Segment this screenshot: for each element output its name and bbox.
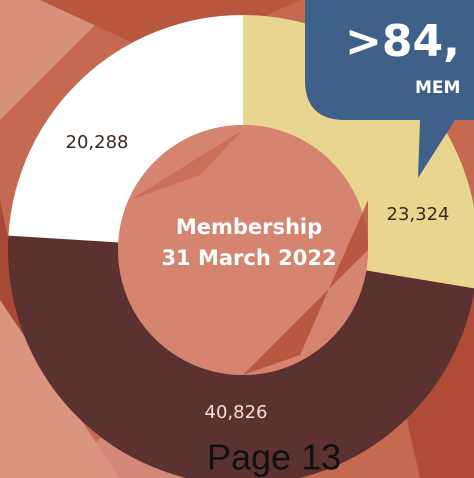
value-label: 40,826 [205,402,268,423]
callout-number: >84, [345,16,460,67]
value-label: 23,324 [387,204,450,225]
value-label: 20,288 [66,132,129,153]
page: Membership 31 March 2022 >84, MEM Page 1… [0,0,474,478]
callout-label: MEM [415,78,460,98]
footer: Page 13 [207,437,341,478]
center-label: Membership [176,215,322,239]
center-label: 31 March 2022 [161,246,336,270]
